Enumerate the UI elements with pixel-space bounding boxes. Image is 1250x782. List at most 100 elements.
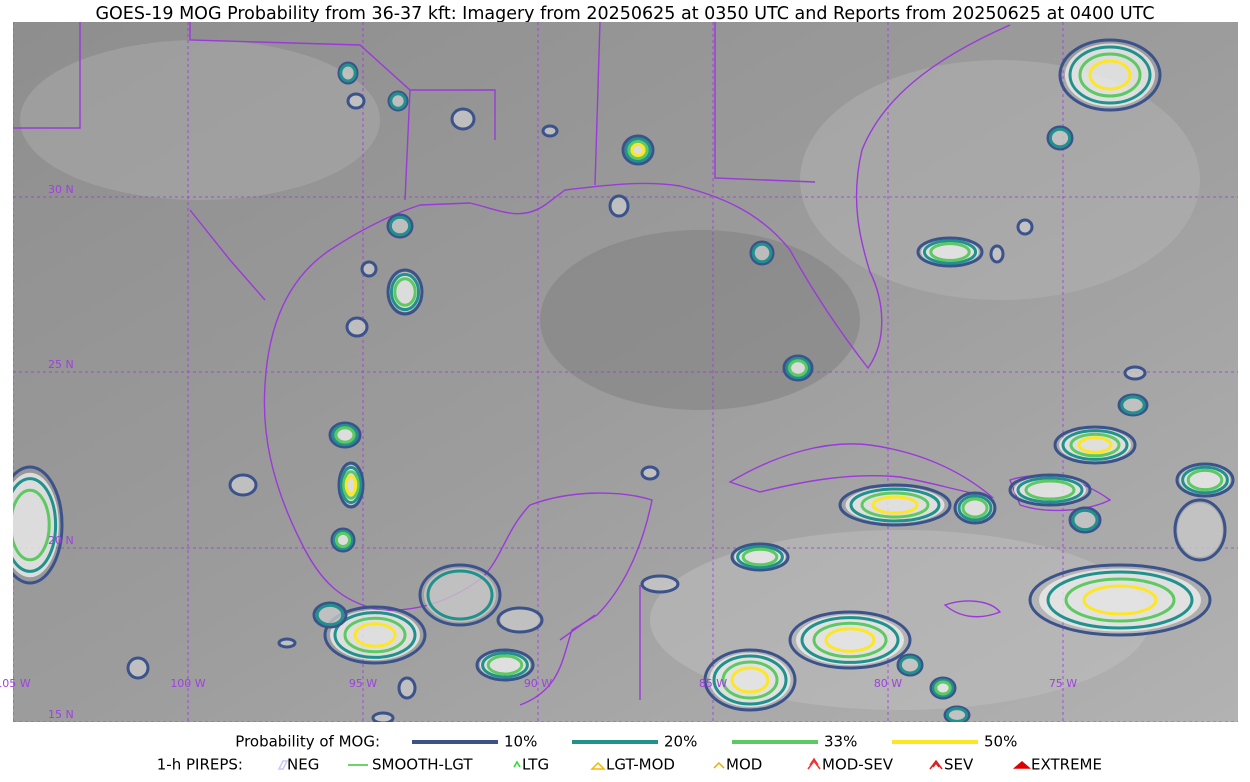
map bbox=[13, 22, 1238, 722]
graticule bbox=[13, 22, 1238, 722]
contour bbox=[749, 240, 775, 266]
cloud bbox=[800, 60, 1200, 300]
lon-label: 90 W bbox=[524, 677, 552, 690]
legend-label: NEG bbox=[287, 756, 319, 774]
lon-label: 100 W bbox=[170, 677, 205, 690]
contour bbox=[1028, 563, 1212, 637]
contour bbox=[13, 465, 64, 585]
contour bbox=[989, 244, 1005, 264]
legend: Probability of MOG: 10% 20% 33% 50% 1-h PIREP… bbox=[157, 733, 1102, 774]
dry-air bbox=[540, 230, 860, 410]
contour bbox=[788, 610, 912, 670]
legend-title: Probability of MOG: bbox=[235, 733, 380, 751]
cloud-top bbox=[1039, 568, 1201, 632]
contour bbox=[1046, 125, 1074, 151]
legend-label: MOD bbox=[726, 756, 762, 774]
contour bbox=[387, 90, 409, 112]
contour bbox=[961, 497, 989, 519]
legend-label: MOD-SEV bbox=[822, 756, 894, 774]
coastlines bbox=[13, 22, 1112, 706]
contour bbox=[342, 470, 360, 500]
contour bbox=[328, 421, 362, 449]
contour bbox=[1053, 425, 1137, 465]
cloud-top bbox=[348, 318, 366, 336]
pirep-icon bbox=[807, 757, 821, 770]
contour bbox=[630, 142, 646, 158]
us-gulf-coast bbox=[264, 24, 1011, 386]
graticule-labels: 30 N 25 N 20 N 15 N 105 W 100 W 95 W 90 W 85 W 80… bbox=[0, 183, 1077, 721]
contour bbox=[334, 426, 356, 444]
cloud-top bbox=[339, 64, 357, 82]
contour bbox=[627, 140, 649, 160]
contour bbox=[608, 194, 630, 218]
contour bbox=[330, 527, 356, 553]
contour bbox=[475, 648, 535, 682]
contour bbox=[1071, 508, 1099, 532]
legend-title: 1-h PIREPS: bbox=[157, 756, 243, 774]
contour bbox=[736, 545, 784, 569]
legend-label: 10% bbox=[504, 733, 537, 751]
contour bbox=[812, 621, 888, 659]
contour bbox=[1016, 476, 1084, 504]
contour bbox=[481, 651, 529, 679]
legend-label: 20% bbox=[664, 733, 697, 751]
legend-label: SEV bbox=[944, 756, 974, 774]
contour bbox=[13, 477, 58, 573]
pirep-icon bbox=[1012, 761, 1032, 769]
cloud-top bbox=[453, 110, 473, 128]
contour bbox=[1048, 127, 1072, 149]
contour bbox=[934, 680, 952, 696]
legend-label: LGT-MOD bbox=[606, 756, 675, 774]
contour bbox=[896, 653, 924, 677]
contour bbox=[1068, 45, 1152, 105]
contour bbox=[640, 574, 680, 594]
pirep-icon bbox=[590, 761, 606, 770]
contour bbox=[450, 107, 476, 131]
contour bbox=[333, 611, 417, 659]
contour bbox=[388, 215, 412, 237]
cloud-top bbox=[362, 262, 376, 276]
probability-contours bbox=[13, 38, 1235, 722]
cuba bbox=[728, 443, 995, 499]
cloud-top bbox=[315, 604, 345, 626]
contour bbox=[945, 707, 969, 722]
cloud-top bbox=[1018, 220, 1032, 234]
cloud-top bbox=[543, 126, 557, 136]
cloud-top bbox=[1177, 503, 1223, 557]
lat-label: 25 N bbox=[48, 358, 74, 371]
cloud-top bbox=[129, 659, 147, 677]
contour bbox=[13, 488, 51, 562]
cloud-top bbox=[991, 246, 1003, 262]
contour bbox=[849, 487, 941, 523]
lon-label: 75 W bbox=[1049, 677, 1077, 690]
cloud-top bbox=[399, 679, 415, 697]
contour bbox=[1082, 584, 1158, 616]
contour bbox=[486, 654, 524, 676]
borders bbox=[13, 22, 816, 301]
contour bbox=[389, 92, 407, 110]
contour bbox=[1175, 462, 1235, 498]
contour bbox=[1117, 393, 1149, 417]
contour bbox=[339, 465, 363, 505]
contour bbox=[640, 465, 660, 481]
contour bbox=[386, 213, 414, 239]
contour bbox=[334, 531, 352, 549]
contour bbox=[337, 461, 365, 509]
contour bbox=[332, 529, 354, 551]
contour bbox=[541, 124, 559, 138]
contour bbox=[1058, 38, 1162, 112]
contour bbox=[1120, 395, 1146, 415]
contour bbox=[703, 648, 797, 712]
cloud-top bbox=[13, 472, 59, 578]
contour bbox=[337, 61, 359, 85]
contour bbox=[871, 495, 919, 515]
contour bbox=[1181, 465, 1229, 495]
contour bbox=[360, 260, 378, 278]
contour bbox=[346, 92, 366, 110]
contour bbox=[343, 616, 407, 654]
cloud-top bbox=[389, 216, 411, 236]
lon-label: 85 W bbox=[699, 677, 727, 690]
contour bbox=[860, 491, 930, 519]
contour bbox=[1008, 473, 1092, 507]
contour bbox=[315, 603, 345, 627]
